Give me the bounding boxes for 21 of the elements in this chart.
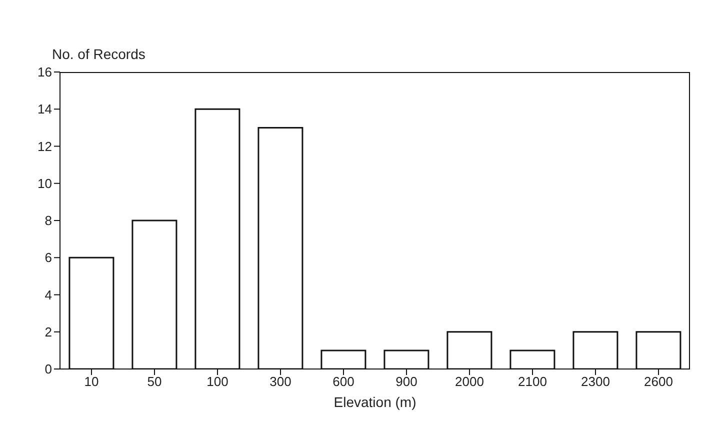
x-tick-label: 2600 <box>644 374 673 390</box>
x-tick-label: 300 <box>270 374 292 390</box>
y-tick-label: 6 <box>44 250 52 266</box>
x-tick-label: 10 <box>84 374 99 390</box>
y-tick-label: 12 <box>38 138 52 154</box>
y-tick-label: 10 <box>38 176 52 191</box>
x-tick-label: 100 <box>206 374 228 390</box>
y-tick-label: 8 <box>44 213 52 228</box>
x-tick-label: 2100 <box>518 374 547 390</box>
y-axis-title: No. of Records <box>52 46 146 62</box>
y-tick-label: 16 <box>38 64 52 80</box>
x-tick-label: 600 <box>332 374 354 390</box>
x-axis-title: Elevation (m) <box>334 394 416 410</box>
x-tick-label: 900 <box>396 374 418 390</box>
y-tick-label: 4 <box>44 287 52 302</box>
y-tick-label: 14 <box>38 102 52 117</box>
x-tick-label: 2000 <box>455 374 484 390</box>
x-tick-label: 50 <box>147 374 162 390</box>
y-tick-label: 2 <box>44 324 52 340</box>
x-tick-label: 2300 <box>581 374 610 390</box>
y-tick-label: 0 <box>44 362 52 377</box>
